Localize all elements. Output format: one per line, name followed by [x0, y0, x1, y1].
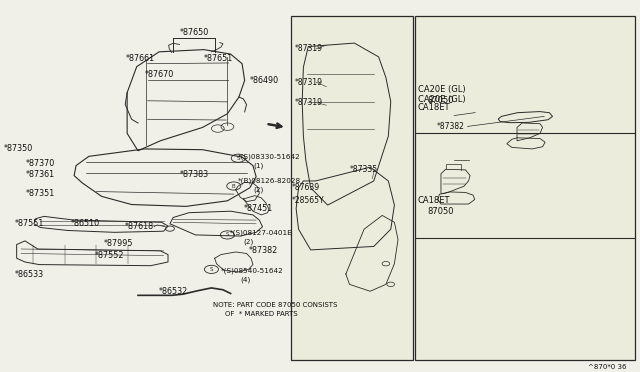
- Text: CA18ET: CA18ET: [418, 196, 450, 205]
- Bar: [291, 16, 413, 360]
- Text: *87651: *87651: [204, 54, 233, 62]
- Text: *87552: *87552: [95, 251, 125, 260]
- Text: NOTE: PART CODE 87050 CONSISTS: NOTE: PART CODE 87050 CONSISTS: [212, 302, 337, 308]
- Text: *87639: *87639: [292, 183, 320, 192]
- Text: 87050: 87050: [428, 207, 454, 217]
- Text: *87361: *87361: [26, 170, 56, 179]
- Text: *87350: *87350: [4, 144, 33, 153]
- Text: *(S)08330-51642: *(S)08330-51642: [238, 153, 301, 160]
- Text: S: S: [210, 267, 213, 272]
- Text: *87383: *87383: [179, 170, 209, 179]
- Text: *86532: *86532: [159, 287, 188, 296]
- Text: (2): (2): [253, 186, 263, 193]
- Text: OF  * MARKED PARTS: OF * MARKED PARTS: [225, 311, 298, 317]
- Text: 87050: 87050: [428, 96, 454, 105]
- Text: *87319: *87319: [294, 98, 323, 107]
- Text: *87551: *87551: [15, 219, 44, 228]
- Text: S: S: [226, 232, 229, 237]
- Text: *87382: *87382: [437, 122, 465, 131]
- Text: *87618: *87618: [125, 222, 154, 231]
- Text: (1): (1): [253, 162, 263, 169]
- Text: *87319: *87319: [294, 44, 323, 53]
- Text: CA20E (GL): CA20E (GL): [418, 85, 465, 94]
- Text: *(S)08540-51642: *(S)08540-51642: [221, 267, 284, 274]
- Text: *87670: *87670: [145, 70, 173, 78]
- Text: *87319: *87319: [294, 78, 323, 87]
- Text: S: S: [237, 156, 240, 161]
- Text: *(B)08126-82028: *(B)08126-82028: [238, 177, 301, 184]
- Text: *87661: *87661: [126, 54, 155, 62]
- Text: *87451: *87451: [243, 204, 273, 213]
- Text: *(S)08127-0401E: *(S)08127-0401E: [229, 229, 292, 235]
- Text: *87650: *87650: [179, 28, 209, 37]
- Text: *86533: *86533: [15, 270, 44, 279]
- Text: (2): (2): [243, 238, 253, 245]
- Text: *87335: *87335: [349, 165, 378, 174]
- Text: *28565Y: *28565Y: [292, 196, 324, 205]
- Text: CA18ET: CA18ET: [418, 103, 450, 112]
- Text: *87995: *87995: [104, 239, 134, 248]
- Text: B: B: [232, 183, 236, 189]
- Text: CA20E (GL): CA20E (GL): [418, 95, 465, 104]
- Bar: [415, 16, 635, 360]
- Text: *87382: *87382: [248, 246, 278, 255]
- Text: (4): (4): [240, 276, 250, 283]
- Text: *86510: *86510: [71, 219, 100, 228]
- Text: *87351: *87351: [26, 189, 56, 198]
- Text: *86490: *86490: [250, 76, 279, 85]
- Text: ^870*0 36: ^870*0 36: [588, 364, 627, 370]
- Text: *87370: *87370: [26, 158, 56, 167]
